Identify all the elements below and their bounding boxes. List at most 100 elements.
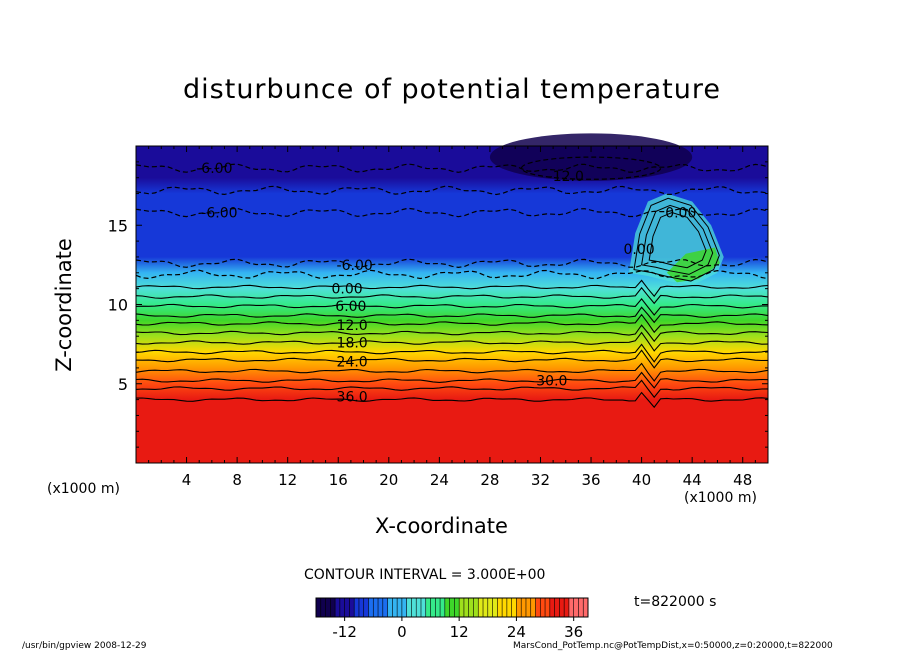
x-tick-label: 8 [232, 471, 242, 489]
colorbar-cell [535, 598, 541, 617]
contour-label: 36.0 [337, 389, 368, 405]
colorbar-cell [478, 598, 484, 617]
colorbar-cell [449, 598, 455, 617]
colorbar-cell [401, 598, 408, 617]
x-tick-label: 48 [733, 471, 752, 489]
contour-line [135, 343, 769, 363]
x-axis: 4 8 12 16 20 24 28 32 36 40 44 48 [135, 146, 769, 489]
colorbar-cell [559, 598, 565, 617]
colorbar-cell [564, 598, 570, 617]
y-axis-label: Z-coordinate [52, 238, 76, 372]
colorbar-cell [354, 598, 360, 617]
colorbar-cell [497, 598, 503, 617]
colorbar-cell [430, 598, 436, 617]
colorbar-cell [454, 598, 460, 617]
contour-label: 0.00 [665, 206, 696, 222]
colorbar-tick-label: -12 [332, 623, 357, 641]
colorbar-cell [368, 598, 374, 617]
colorbar-cell [502, 598, 508, 617]
contour-label: 6.00 [335, 299, 366, 315]
contour-line-negative [135, 185, 769, 196]
contour-label: -6.00 [337, 258, 373, 274]
colorbar-cell [463, 598, 470, 617]
colorbar-cell [397, 598, 403, 617]
colorbar-cell [459, 598, 465, 617]
x-tick-label: 4 [182, 471, 192, 489]
contour-line [135, 362, 769, 382]
contour-line [135, 349, 769, 369]
colorbar-tick-label: 12 [450, 623, 469, 641]
contour-label: 0.00 [623, 242, 654, 258]
colorbar-cell [545, 598, 551, 617]
colorbar-cell [468, 598, 474, 617]
colorbar-cell [325, 598, 331, 617]
contour-label: 0.00 [332, 282, 363, 298]
colorbar-cell [573, 598, 579, 617]
colorbar-cell [411, 598, 417, 617]
colorbar-cell [530, 598, 537, 617]
colorbar-cell [320, 598, 327, 617]
colorbar-cell [435, 598, 441, 617]
colorbar-cell [578, 598, 584, 617]
time-text: t=822000 s [634, 594, 717, 610]
colorbar-cell [335, 598, 341, 617]
x-unit-left: (x1000 m) [47, 481, 120, 497]
x-unit-right: (x1000 m) [684, 490, 757, 506]
colorbar-cell [339, 598, 346, 617]
contour-line-negative [520, 156, 662, 180]
y-tick-label: 10 [108, 296, 128, 315]
colorbar-cell [473, 598, 479, 617]
colorbar-cell [521, 598, 527, 617]
contour-line [135, 279, 769, 298]
contour-line [135, 298, 768, 316]
contour-label: -6.00 [201, 206, 237, 222]
colorbar-tick-label: 0 [397, 623, 407, 641]
colorbar-cell [330, 598, 336, 617]
contour-label: 30.0 [536, 374, 567, 390]
y-axis: 5 10 15 [108, 145, 768, 464]
contour-label: 18.0 [337, 336, 368, 352]
contour-line [135, 324, 769, 343]
contour-line [135, 331, 769, 352]
colorbar-cell [525, 598, 532, 617]
x-tick-label: 24 [430, 471, 449, 489]
contour-line [135, 286, 769, 305]
colorbar-cell [444, 598, 451, 617]
x-axis-label: X-coordinate [375, 514, 508, 538]
contour-line-negative [135, 163, 769, 173]
colorbar-cell [492, 598, 498, 617]
plume-contour [633, 197, 720, 282]
x-tick-label: 44 [683, 471, 702, 489]
x-tick-label: 40 [632, 471, 651, 489]
plume-contour [648, 212, 707, 269]
x-tick-label: 20 [379, 471, 398, 489]
x-tick-label: 16 [329, 471, 348, 489]
colorbar-cell [392, 598, 398, 617]
colorbar-tick-label: 24 [507, 623, 526, 641]
contour-line [135, 391, 769, 409]
footer-left: /usr/bin/gpview 2008-12-29 [22, 641, 147, 651]
colorbar-cell [316, 598, 322, 617]
x-tick-label: 32 [531, 471, 550, 489]
colorbar-cell [378, 598, 384, 617]
colorbar-cell [554, 598, 560, 617]
colorbar-cell [344, 598, 350, 617]
colorbar-cell [483, 598, 489, 617]
colorbar-cell [549, 598, 556, 617]
colorbar-cell [440, 598, 446, 617]
colorbar-cell [511, 598, 517, 617]
colorbar-cell [416, 598, 422, 617]
contour-label: 12.0 [337, 318, 368, 334]
colorbar-cell [420, 598, 427, 617]
colorbar: -12 0 12 24 36 [315, 597, 589, 641]
colorbar-cell [358, 598, 365, 617]
colorbar-cell [406, 598, 412, 617]
contour-layer [135, 156, 769, 409]
contour-label: -6.00 [196, 161, 232, 177]
contour-label: 24.0 [337, 355, 368, 371]
colorbar-cell [516, 598, 522, 617]
contour-line [135, 371, 769, 389]
colorbar-frame [315, 597, 589, 618]
colorbar-cell [349, 598, 355, 617]
